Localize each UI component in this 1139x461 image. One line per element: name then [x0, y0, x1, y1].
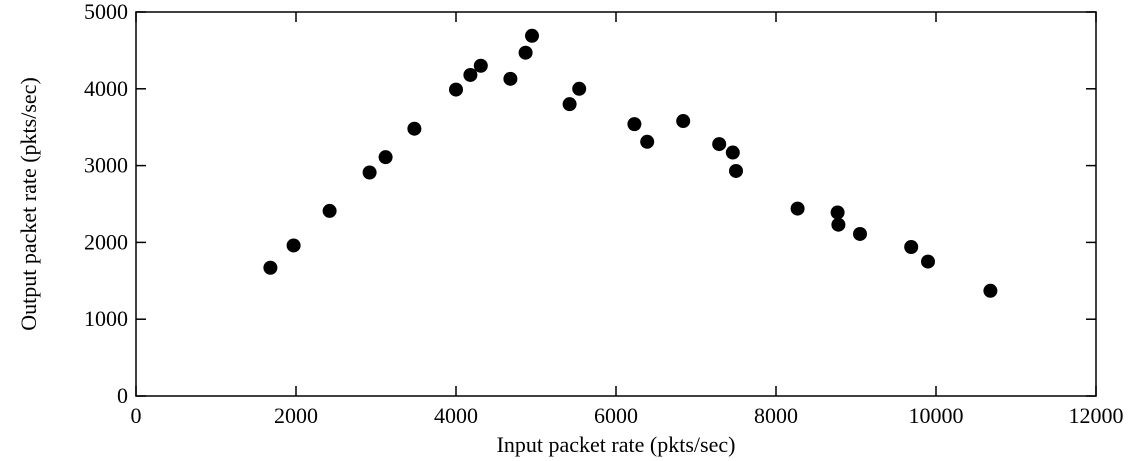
data-point — [676, 114, 691, 129]
data-point — [525, 28, 539, 43]
y-tick-label: 2000 — [84, 229, 128, 254]
y-tick-label: 4000 — [84, 76, 128, 101]
x-tick-label: 0 — [131, 403, 142, 428]
data-point — [725, 145, 740, 160]
data-point — [463, 67, 478, 82]
data-point — [378, 150, 393, 165]
plot-frame — [135, 11, 1097, 397]
data-point — [904, 240, 919, 255]
data-point — [362, 165, 377, 180]
y-tick-label: 5000 — [84, 0, 128, 24]
data-point — [518, 45, 533, 60]
data-point — [831, 217, 846, 232]
data-point — [503, 71, 518, 86]
data-point — [263, 260, 278, 275]
data-point — [712, 137, 727, 152]
data-point — [449, 82, 463, 97]
x-tick-label: 12000 — [1069, 403, 1124, 428]
data-point — [853, 226, 867, 241]
data-point — [627, 117, 642, 132]
y-axis-label: Output packet rate (pkts/sec) — [16, 77, 41, 331]
x-tick-label: 8000 — [754, 403, 798, 428]
y-tick-label: 3000 — [84, 153, 128, 178]
data-point — [286, 238, 301, 253]
axis-tick-labels: 0 2000 4000 6000 8000 10000 12000 0 1000 2000 3000… — [84, 0, 1124, 428]
data-point — [830, 205, 845, 220]
y-tick-label: 0 — [117, 383, 128, 408]
x-tick-label: 6000 — [594, 403, 638, 428]
data-point — [322, 203, 337, 218]
x-axis-label: Input packet rate (pkts/sec) — [497, 432, 736, 457]
y-tick-label: 1000 — [84, 306, 128, 331]
x-tick-label: 2000 — [274, 403, 318, 428]
data-point — [729, 163, 743, 178]
data-point — [640, 134, 655, 149]
data-point — [407, 121, 422, 136]
x-tick-label: 4000 — [434, 403, 478, 428]
data-point — [473, 58, 488, 73]
x-tick-label: 10000 — [909, 403, 964, 428]
data-point — [790, 201, 805, 216]
data-point — [983, 283, 998, 298]
data-point — [572, 81, 587, 96]
data-points — [263, 28, 998, 298]
data-point — [562, 97, 577, 112]
data-point — [921, 254, 935, 269]
axis-ticks — [135, 11, 1097, 397]
